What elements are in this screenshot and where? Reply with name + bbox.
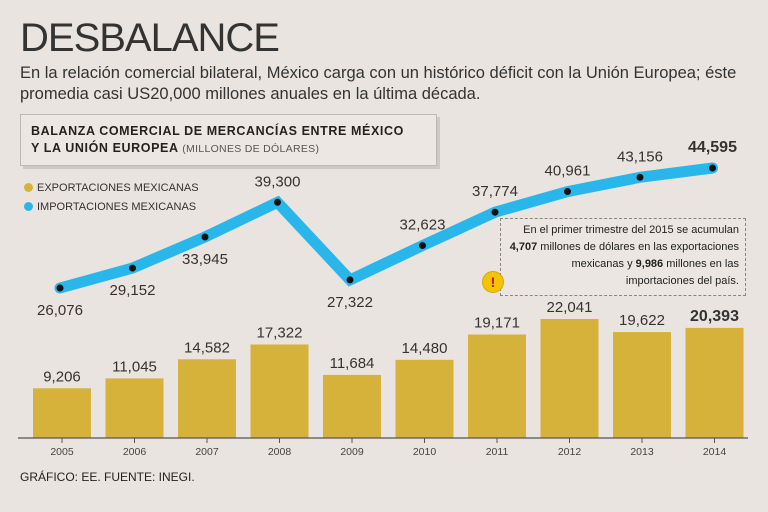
line-label-2013: 43,156 (617, 148, 663, 165)
x-tick-label-2012: 2012 (558, 446, 582, 458)
chart-title: BALANZA COMERCIAL DE MERCANCÍAS ENTRE MÉ… (31, 123, 431, 158)
line-label-2009: 27,322 (327, 294, 373, 311)
chart-title-box: BALANZA COMERCIAL DE MERCANCÍAS ENTRE MÉ… (20, 114, 437, 166)
point-imports-2010 (419, 242, 426, 250)
bar-label-2011: 19,171 (474, 314, 520, 331)
subtitle: En la relación comercial bilateral, Méxi… (20, 64, 737, 103)
x-tick-label-2014: 2014 (703, 446, 727, 458)
bar-exports-2008 (250, 344, 309, 438)
bar-exports-2006 (105, 378, 164, 438)
bar-exports-2010 (395, 359, 454, 438)
bar-label-2008: 17,322 (257, 324, 303, 341)
x-tick-label-2005: 2005 (50, 446, 74, 458)
note-box: En el primer trimestre del 2015 se acumu… (500, 218, 746, 296)
bar-exports-2014 (685, 327, 744, 438)
point-imports-2005 (56, 284, 64, 292)
x-tick-label-2009: 2009 (340, 446, 364, 458)
line-label-2012: 40,961 (545, 163, 591, 180)
point-imports-2011 (491, 208, 499, 216)
legend-imports-swatch (24, 202, 33, 211)
line-label-2007: 33,945 (182, 251, 228, 268)
x-tick-label-2008: 2008 (268, 446, 292, 458)
chart-units: (MILLONES DE DÓLARES) (182, 143, 320, 155)
legend-imports: IMPORTACIONES MEXICANAS (24, 201, 196, 213)
legend-imports-label: IMPORTACIONES MEXICANAS (37, 201, 197, 213)
bar-label-2012: 22,041 (547, 299, 593, 316)
point-imports-2013 (636, 173, 644, 181)
x-tick-label-2013: 2013 (630, 446, 654, 458)
bar-exports-2005 (33, 388, 91, 438)
bar-exports-2013 (613, 332, 671, 438)
x-tick-label-2010: 2010 (413, 446, 437, 458)
line-label-2006: 29,152 (110, 282, 156, 299)
line-imports (54, 162, 718, 294)
x-tick-label-2011: 2011 (486, 446, 509, 458)
source-credit: GRÁFICO: EE. FUENTE: INEGI. (20, 470, 195, 484)
x-tick-label-2007: 2007 (195, 446, 219, 458)
bar-label-2013: 19,622 (619, 312, 665, 329)
chart-title-line1: BALANZA COMERCIAL DE MERCANCÍAS ENTRE MÉ… (31, 124, 404, 138)
point-imports-2006 (129, 264, 136, 272)
bar-label-2005: 9,206 (43, 368, 81, 385)
bar-label-2009: 11,684 (330, 355, 375, 372)
point-imports-2008 (274, 198, 281, 206)
point-imports-2009 (346, 276, 354, 284)
headline: DESBALANCE (20, 16, 280, 60)
bar-exports-2007 (178, 359, 236, 438)
line-label-2008: 39,300 (255, 173, 301, 190)
legend-exports-label: EXPORTACIONES MEXICANAS (37, 182, 199, 194)
alert-icon: ! (482, 271, 504, 293)
legend-exports-swatch (24, 183, 33, 192)
bar-label-2007: 14,582 (184, 339, 230, 356)
bar-exports-2012 (540, 319, 599, 438)
point-imports-2007 (201, 233, 209, 241)
line-label-2014: 44,595 (688, 139, 737, 156)
line-label-2005: 26,076 (37, 302, 83, 319)
bar-label-2006: 11,045 (112, 358, 157, 375)
chart-title-line2: Y LA UNIÓN EUROPEA (31, 141, 179, 155)
legend-exports: EXPORTACIONES MEXICANAS (24, 182, 199, 194)
bar-exports-2011 (468, 334, 526, 438)
bar-label-2014: 20,393 (690, 308, 739, 325)
point-imports-2014 (709, 164, 716, 172)
x-tick-label-2006: 2006 (123, 446, 147, 458)
line-label-2010: 32,623 (400, 217, 446, 234)
bar-exports-2009 (323, 374, 381, 438)
bar-label-2010: 14,480 (402, 340, 448, 357)
point-imports-2012 (564, 188, 571, 196)
line-label-2011: 37,774 (472, 183, 518, 200)
